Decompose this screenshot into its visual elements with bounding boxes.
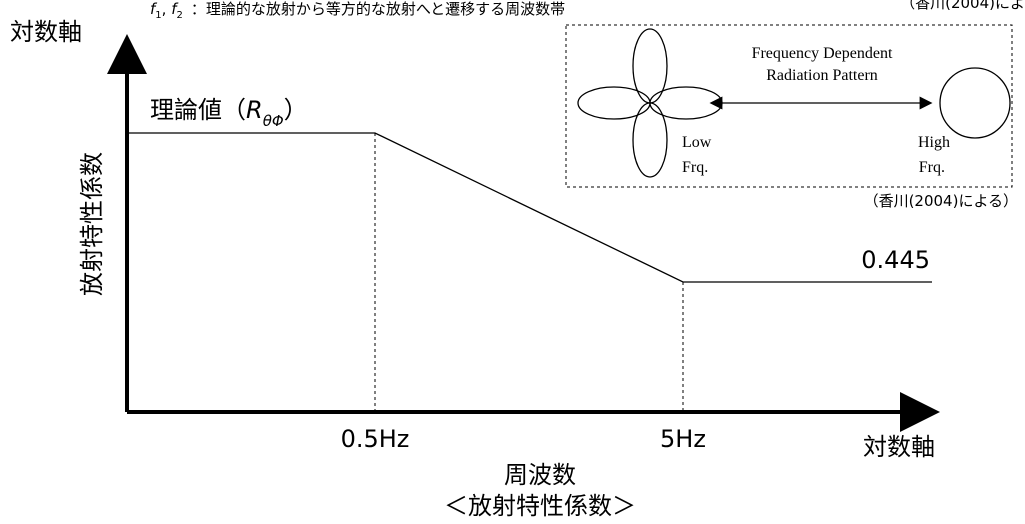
note-sep: , xyxy=(162,0,172,18)
high-label: Frq. xyxy=(919,159,945,176)
low-label: Frq. xyxy=(682,159,708,176)
low-label: Low xyxy=(682,134,712,151)
high-pattern xyxy=(939,67,1011,139)
inset-frame xyxy=(565,24,1013,188)
note-text: ：理論的な放射から等方的な放射へと遷移する周波数帯 xyxy=(191,0,565,18)
x-axis-title: 周波数 xyxy=(504,461,576,489)
x-tick-label: 5Hz xyxy=(660,425,706,453)
x-axis-label: 対数軸 xyxy=(863,433,935,461)
coefficient-curve xyxy=(127,132,932,283)
note: f1, f2 ：理論的な放射から等方的な放射へと遷移する周波数帯 xyxy=(150,0,565,21)
inset-title: Radiation Pattern xyxy=(766,67,878,84)
x-tick-label: 0.5Hz xyxy=(341,425,410,453)
inset-source: （香川(2004)による） xyxy=(864,192,1018,210)
y-axis-label: 対数軸 xyxy=(10,18,82,46)
caption: ＜放射特性係数＞ xyxy=(444,492,636,520)
note-symbol: f xyxy=(150,0,158,18)
high-label: High xyxy=(918,134,950,151)
theory-label: 理論値（RθΦ） xyxy=(150,96,308,130)
y-axis-title: 放射特性係数 xyxy=(78,152,106,296)
theory-suffix: ） xyxy=(284,96,308,124)
note-symbol: f xyxy=(171,0,179,18)
source-cut: （香川(2004)によ xyxy=(900,0,1025,12)
theory-prefix: 理論値（ xyxy=(150,96,246,124)
inset-title: Frequency Dependent xyxy=(752,45,893,62)
theory-sub: θΦ xyxy=(263,112,284,130)
low-pattern xyxy=(577,28,723,178)
note-sub: 2 xyxy=(176,10,182,21)
high-value: 0.445 xyxy=(861,246,930,274)
theory-symbol: R xyxy=(246,96,263,124)
note-sub: 1 xyxy=(155,10,161,21)
